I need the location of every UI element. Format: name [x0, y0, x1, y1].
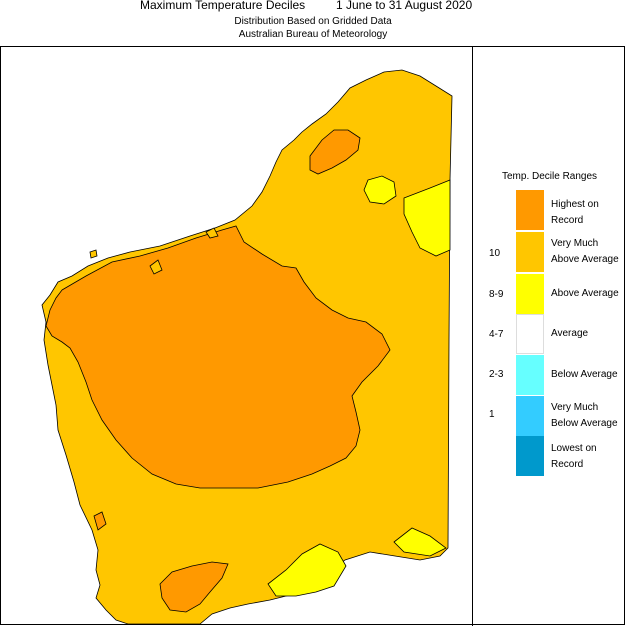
- western-australia-map: [41, 69, 453, 625]
- legend-swatch-below-average: [516, 355, 544, 395]
- region-above-average-south: [267, 543, 347, 597]
- legend-swatch-average: [516, 314, 544, 354]
- legend-label-line2: Record: [551, 215, 584, 226]
- legend-range-below-average: 2-3: [489, 369, 504, 380]
- region-above-average-southeast: [393, 527, 447, 557]
- legend-label-line1: Lowest on: [551, 443, 597, 454]
- legend-label-line1: Average: [551, 328, 589, 339]
- legend-swatch-very-much-below-average: [516, 396, 544, 436]
- legend-label-above-average: Above Average: [551, 286, 619, 302]
- legend-label-line1: Highest on: [551, 199, 599, 210]
- legend-label-line1: Above Average: [551, 288, 619, 299]
- region-above-average-north: [363, 175, 397, 205]
- legend-swatch-lowest-on-record: [516, 436, 544, 476]
- legend-divider: [472, 46, 473, 626]
- map-frame: [0, 46, 625, 625]
- region-highest-on-record-kimberley: [309, 129, 361, 175]
- legend-swatch-above-average: [516, 274, 544, 314]
- legend-label-line1: Below Average: [551, 369, 618, 380]
- legend-label-line2: Above Average: [551, 254, 619, 265]
- legend-swatch-very-much-above-average: [516, 232, 544, 272]
- legend-label-highest-on-record: Highest on Record: [551, 197, 599, 229]
- region-island-2: [205, 227, 219, 239]
- region-island-1: [149, 259, 163, 275]
- legend-label-line1: Very Much: [551, 238, 599, 249]
- region-highest-on-record-central: [45, 225, 391, 489]
- legend-title: Temp. Decile Ranges: [502, 171, 598, 182]
- map-panel: [0, 46, 472, 626]
- legend-range-very-much-below-average: 1: [489, 409, 495, 420]
- map-period: 1 June to 31 August 2020: [336, 0, 473, 12]
- map-header: Maximum Temperature Deciles 1 June to 31…: [0, 0, 626, 46]
- legend-label-line1: Very Much: [551, 402, 599, 413]
- region-island-3: [89, 249, 98, 259]
- map-subtitle-data: Distribution Based on Gridded Data: [234, 16, 392, 27]
- legend-label-average: Average: [551, 326, 588, 342]
- legend-swatch-highest-on-record: [516, 190, 544, 230]
- legend-range-average: 4-7: [489, 329, 504, 340]
- legend-range-very-much-above-average: 10: [489, 248, 501, 259]
- legend-range-above-average: 8-9: [489, 289, 504, 300]
- legend-label-very-much-below-average: Very Much Below Average: [551, 400, 618, 432]
- legend-label-line2: Record: [551, 459, 584, 470]
- legend-label-below-average: Below Average: [551, 367, 618, 383]
- region-above-average-northeast: [403, 179, 451, 257]
- map-subtitle-source: Australian Bureau of Meteorology: [238, 29, 388, 40]
- legend-label-very-much-above-average: Very Much Above Average: [551, 236, 619, 268]
- region-highest-on-record-south: [159, 561, 229, 613]
- region-highest-on-record-southwest: [93, 511, 107, 531]
- legend-label-lowest-on-record: Lowest on Record: [551, 441, 597, 473]
- legend-label-line2: Below Average: [551, 418, 618, 429]
- title-row: Maximum Temperature Deciles 1 June to 31…: [0, 0, 626, 12]
- map-title: Maximum Temperature Deciles: [140, 0, 306, 12]
